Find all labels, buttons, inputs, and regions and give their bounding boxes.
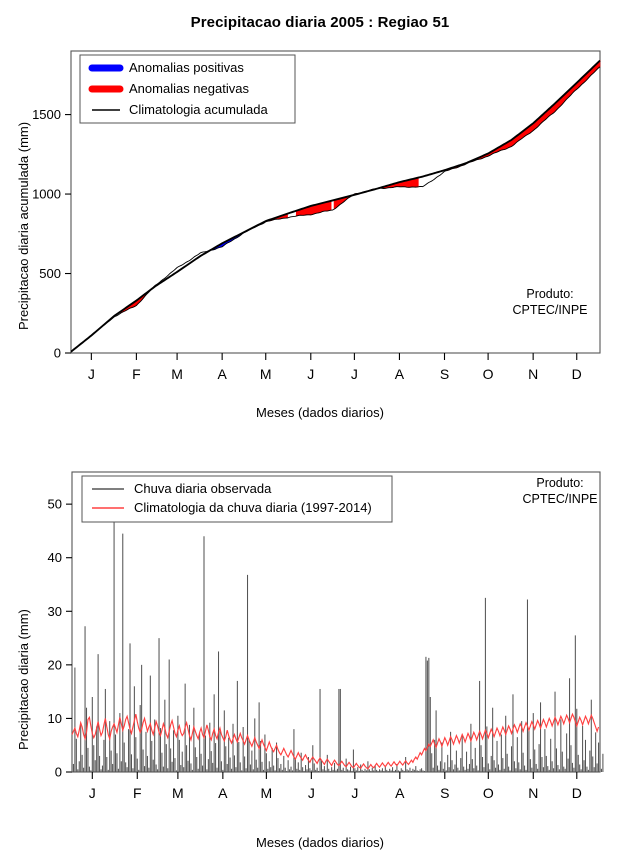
top-x-tick-label: A — [217, 366, 227, 382]
bottom-x-tick-label: D — [572, 785, 582, 801]
legend-label: Anomalias positivas — [129, 60, 244, 75]
anomaly-band-negative-4 — [333, 177, 419, 210]
top-legend-item: Climatologia acumulada — [92, 102, 269, 117]
bottom-legend-item: Climatologia da chuva diaria (1997-2014) — [92, 500, 372, 515]
panel-daily-precipitation: Precipitacao diaria (mm) Meses (dados di… — [0, 430, 640, 850]
bottom-x-tick-label: S — [440, 785, 449, 801]
top-x-tick-label: J — [351, 366, 358, 382]
bottom-x-tick-label: M — [172, 785, 184, 801]
page-title: Precipitacao diaria 2005 : Regiao 51 — [190, 14, 450, 31]
top-y-tick-label: 1500 — [32, 107, 61, 122]
bottom-x-tick-label: A — [395, 785, 405, 801]
bottom-y-tick-label: 40 — [48, 550, 62, 565]
top-x-tick-label: A — [395, 366, 405, 382]
top-x-tick-label: O — [483, 366, 494, 382]
legend-label: Chuva diaria observada — [134, 481, 272, 496]
bottom-legend-item: Chuva diaria observada — [92, 481, 272, 496]
bottom-x-tick-label: O — [483, 785, 494, 801]
top-x-tick-label: J — [88, 366, 95, 382]
legend-label: Anomalias negativas — [129, 81, 249, 96]
bottom-legend-box — [81, 475, 393, 523]
bottom-y-tick-label: 10 — [48, 711, 62, 726]
bottom-y-tick-label: 50 — [48, 497, 62, 512]
bottom-x-tick-label: J — [351, 785, 358, 801]
climatology-accumulated-line — [70, 59, 601, 353]
bottom-x-tick-label: J — [308, 785, 315, 801]
observed-daily-bars — [71, 512, 604, 772]
bottom-y-tick-label: 30 — [48, 604, 62, 619]
legend-label: Climatologia acumulada — [129, 102, 269, 117]
accumulated-precipitation-chart: 0 500 1000 1500 J F M A M J J A S O N D Anomalias positi… — [32, 50, 601, 382]
top-produto-credit: Produto: CPTEC/INPE — [512, 287, 588, 317]
top-x-tick-label: S — [440, 366, 449, 382]
bottom-x-tick-label: J — [89, 785, 96, 801]
top-legend-item: Anomalias positivas — [88, 60, 244, 75]
top-x-tick-label: N — [528, 366, 538, 382]
anomaly-band-negative-5 — [447, 59, 601, 171]
bottom-x-tick-label: N — [528, 785, 538, 801]
bottom-y-tick-label: 0 — [55, 765, 62, 780]
bottom-x-axis-label: Meses (dados diarios) — [256, 835, 384, 850]
bottom-x-tick-label: A — [218, 785, 228, 801]
top-y-tick-label: 1000 — [32, 187, 61, 202]
top-plot-frame — [70, 50, 601, 354]
top-y-tick-label: 0 — [54, 346, 61, 361]
top-x-tick-label: M — [260, 366, 272, 382]
bottom-x-tick-label: F — [133, 785, 142, 801]
bottom-produto-credit: Produto: CPTEC/INPE — [522, 476, 598, 506]
top-x-tick-label: J — [307, 366, 314, 382]
top-legend-item: Anomalias negativas — [88, 81, 249, 96]
climatology-daily-line — [71, 712, 600, 770]
legend-label: Climatologia da chuva diaria (1997-2014) — [134, 500, 372, 515]
top-x-tick-label: M — [171, 366, 183, 382]
top-x-tick-label: F — [132, 366, 141, 382]
daily-precipitation-chart: 0 10 20 30 40 50 J F M A M J J A S O N D Chuva diaria obse… — [48, 471, 604, 801]
bottom-x-tick-label: M — [261, 785, 273, 801]
top-y-tick-label: 500 — [39, 266, 61, 281]
top-x-axis-label: Meses (dados diarios) — [256, 405, 384, 420]
bottom-y-tick-label: 20 — [48, 657, 62, 672]
top-x-tick-label: D — [572, 366, 582, 382]
panel-accumulated-precipitation: Precipitacao diaria 2005 : Regiao 51 Pre… — [16, 14, 601, 420]
